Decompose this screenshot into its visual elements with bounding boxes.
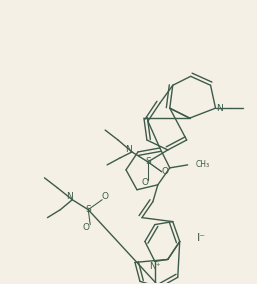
Text: O: O [161, 167, 168, 176]
Text: N: N [216, 104, 223, 113]
Text: CH₃: CH₃ [196, 160, 210, 169]
Text: S: S [145, 157, 151, 166]
Text: N: N [66, 192, 73, 201]
Text: I⁻: I⁻ [197, 233, 206, 243]
Text: O: O [141, 178, 148, 187]
Text: O: O [83, 223, 90, 232]
Text: N⁺: N⁺ [149, 262, 161, 271]
Text: N: N [126, 145, 132, 154]
Text: S: S [85, 205, 91, 214]
Text: O: O [102, 192, 109, 201]
